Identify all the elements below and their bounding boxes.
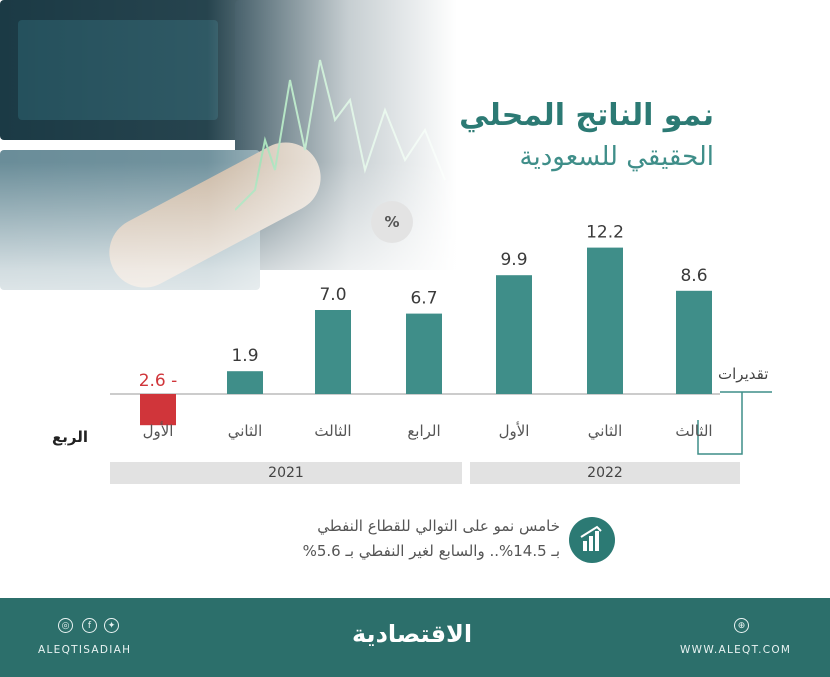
- category-label-0: الأول: [142, 422, 174, 440]
- globe-icon[interactable]: ⊕: [734, 618, 749, 633]
- bar-value-label-0: 2.6 -: [139, 371, 178, 391]
- category-label-4: الأول: [498, 422, 530, 440]
- bar-1: [227, 371, 263, 394]
- estimates-label: تقديرات: [718, 365, 769, 383]
- social-handle[interactable]: ALEQTISADIAH: [38, 644, 132, 656]
- category-label-5: الثاني: [587, 422, 623, 440]
- bar-chart: 2.6 - 1.9 7.0 6.7 9.9 12.2 8.6: [110, 223, 772, 455]
- bar-0: [140, 394, 176, 426]
- bar-value-label-5: 12.2: [586, 223, 624, 243]
- category-label-6: الثالث: [675, 422, 713, 440]
- bar-3: [406, 313, 442, 394]
- instagram-icon[interactable]: ◎: [58, 618, 73, 633]
- unit-badge: %: [371, 201, 413, 243]
- brand-logo: الاقتصادية: [352, 620, 473, 648]
- note-line-2: بـ 14.5%.. والسابع لغير النفطي بـ 5.6%: [302, 542, 560, 560]
- category-label-1: الثاني: [227, 422, 263, 440]
- bar-value-label-4: 9.9: [500, 250, 527, 270]
- chart-subtitle: الحقيقي للسعودية: [519, 142, 714, 172]
- bar-4: [496, 275, 532, 394]
- bar-2: [315, 310, 351, 394]
- website-link[interactable]: WWW.ALEQT.COM: [680, 644, 792, 656]
- category-label-2: الثالث: [314, 422, 352, 440]
- chart-growth-icon: [569, 517, 615, 563]
- note-text: خامس نمو على التوالي للقطاع النفطي بـ 14…: [303, 514, 560, 564]
- bar-5: [587, 247, 623, 394]
- footer: ◎ f ✦ ALEQTISADIAH الاقتصادية ⊕ WWW.ALEQ…: [0, 598, 830, 677]
- background-photo: [0, 0, 830, 360]
- year-label-2022: 2022: [470, 462, 740, 484]
- note-line-1: خامس نمو على التوالي للقطاع النفطي: [317, 517, 560, 535]
- bar-6: [676, 290, 712, 394]
- bar-value-label-6: 8.6: [680, 266, 707, 286]
- bar-value-label-2: 7.0: [319, 285, 346, 305]
- bar-value-label-1: 1.9: [231, 346, 258, 366]
- twitter-icon[interactable]: ✦: [104, 618, 119, 633]
- estimates-bracket: [697, 391, 772, 455]
- category-label-3: الرابع: [407, 422, 441, 440]
- year-label-2021: 2021: [110, 462, 462, 484]
- facebook-icon[interactable]: f: [82, 618, 97, 633]
- chart-title: نمو الناتج المحلي: [459, 98, 714, 133]
- bar-value-label-3: 6.7: [410, 289, 437, 309]
- quarter-axis-title: الربع: [52, 428, 88, 446]
